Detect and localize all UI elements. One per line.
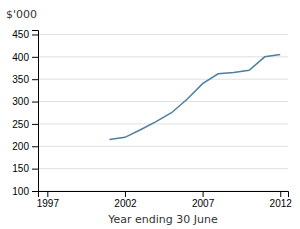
y-axis-title: $'000 xyxy=(6,8,37,21)
y-tick-mark xyxy=(32,124,38,125)
x-tick-mark xyxy=(125,191,126,197)
y-tick-mark xyxy=(32,169,38,170)
plot-area: 1997 2002 2007 2012 100 150 200 250 300 350 400 450 xyxy=(12,29,292,209)
y-tick: 350 xyxy=(12,74,38,85)
grid-line xyxy=(38,168,288,169)
grid-line xyxy=(38,101,288,102)
x-tick: 2002 xyxy=(114,191,137,209)
x-tick-mark xyxy=(280,191,281,197)
y-tick-label: 150 xyxy=(12,163,29,174)
y-tick: 100 xyxy=(12,186,38,197)
y-tick-label: 450 xyxy=(12,29,29,40)
chart: 1997 2002 2007 2012 100 150 200 250 300 350 400 450… xyxy=(0,0,300,229)
x-tick-label: 2012 xyxy=(270,198,293,209)
y-tick: 150 xyxy=(12,163,38,174)
y-tick-label: 400 xyxy=(12,52,29,63)
grid-line xyxy=(38,34,288,35)
y-tick: 250 xyxy=(12,119,38,130)
x-tick-label: 1997 xyxy=(37,198,60,209)
y-tick-mark xyxy=(32,146,38,147)
y-tick-label: 100 xyxy=(12,186,29,197)
x-tick: 2007 xyxy=(192,191,215,209)
x-tick-mark xyxy=(203,191,204,197)
y-tick-mark xyxy=(32,79,38,80)
grid-line xyxy=(38,56,288,57)
x-tick-label: 2002 xyxy=(114,198,137,209)
y-tick-mark xyxy=(32,102,38,103)
series-group xyxy=(109,55,280,140)
line xyxy=(109,55,280,140)
x-axis: 1997 2002 2007 2012 xyxy=(37,191,293,209)
x-axis-title: Year ending 30 June xyxy=(107,213,218,226)
grid-line xyxy=(38,123,288,124)
y-tick: 400 xyxy=(12,52,38,63)
y-tick: 300 xyxy=(12,96,38,107)
grid-line xyxy=(38,79,288,80)
y-tick-mark xyxy=(32,191,38,192)
x-tick: 1997 xyxy=(37,191,60,209)
grid xyxy=(38,34,288,191)
x-axis-line xyxy=(39,192,289,198)
x-tick-mark xyxy=(47,191,48,197)
y-tick: 450 xyxy=(12,29,38,40)
y-tick-label: 250 xyxy=(12,119,29,130)
x-tick: 2012 xyxy=(270,191,293,209)
y-tick: 200 xyxy=(12,141,38,152)
y-tick-mark xyxy=(32,34,38,35)
y-tick-label: 300 xyxy=(12,96,29,107)
y-tick-mark xyxy=(32,57,38,58)
y-tick-label: 350 xyxy=(12,74,29,85)
y-axis-line xyxy=(32,31,39,192)
y-axis: 100 150 200 250 300 350 400 450 xyxy=(12,29,38,197)
y-tick-label: 200 xyxy=(12,141,29,152)
grid-line xyxy=(38,146,288,147)
x-tick-label: 2007 xyxy=(192,198,215,209)
